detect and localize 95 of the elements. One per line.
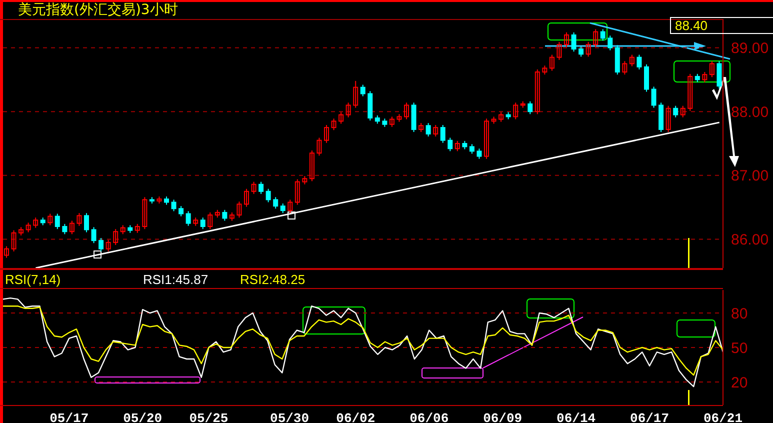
candlestick [331,118,336,131]
candlestick [200,217,206,230]
x-tick-label: 05/25 [189,411,228,423]
candlestick [709,60,714,78]
candlestick [389,116,394,128]
candlestick [448,137,453,152]
y-tick-label: 86.00 [731,232,769,249]
line-series [2,306,724,376]
candlestick [222,209,228,222]
y-tick-label: 89.00 [731,40,769,58]
candlestick [608,35,613,51]
text: RSI2:48.25 [240,272,306,287]
x-tick-label: 06/17 [630,411,670,423]
candlestick [106,239,111,252]
candlestick [171,199,176,212]
candlestick [113,228,118,246]
y-tick-label: 87.00 [731,168,769,185]
candlestick [280,203,286,214]
candlestick [571,32,576,52]
candlestick [48,213,53,226]
candlestick [433,124,438,137]
candlestick [26,222,31,233]
x-tick-label: 05/20 [123,411,162,423]
candlestick [586,41,591,58]
candlestick [33,217,38,228]
candlestick [564,32,569,48]
candlestick [91,226,96,244]
candlestick [360,84,366,97]
candlestick [273,196,278,210]
candlestick [266,188,271,203]
y-tick-label: 80 [731,305,748,322]
x-tick-label: 06/14 [556,411,596,423]
candlestick [208,212,213,230]
candlestick [251,181,256,194]
candlestick [11,230,16,252]
candlestick [346,102,351,118]
candlestick [454,140,460,152]
candlestick [484,118,489,160]
candlestick [353,80,358,108]
candlestick [556,41,562,60]
candlestick [644,64,649,92]
x-tick-label: 05/17 [50,411,89,423]
x-tick-label: 06/06 [410,411,449,423]
candlestick [498,112,504,122]
candlestick [76,212,82,226]
y-tick-label: 20 [731,374,748,392]
candlestick [528,100,533,115]
candlestick [476,148,482,160]
x-tick-label: 06/02 [336,411,376,423]
candlestick [142,196,148,230]
candlestick [324,124,329,144]
candlestick [600,28,606,42]
candlestick [636,54,642,70]
x-tick-label: 06/21 [703,411,743,423]
y-tick-label: 88.00 [731,104,769,121]
candlestick [178,206,184,217]
x-tick-label: 06/09 [483,411,522,423]
candlestick [702,71,708,83]
candlestick [316,137,322,156]
series-label: RSI1:45.87 [143,272,208,287]
candlestick [688,73,693,112]
x-tick-label: 05/30 [270,411,310,423]
chart-title: RSI(7,14) [5,272,61,287]
line-series [2,297,724,388]
candlestick [244,188,249,208]
candlestick [426,122,431,137]
candlestick [578,46,584,58]
candlestick [666,105,671,133]
candlestick [294,178,300,206]
candlestick [622,60,628,76]
candlestick [84,212,89,233]
candlestick [98,237,104,252]
candlestick [69,220,74,235]
candlestick [651,86,656,108]
candlestick [338,112,344,124]
candlestick [673,105,678,118]
candlestick [629,54,634,67]
candlestick [469,144,474,154]
candlestick [62,223,68,235]
candlestick [440,124,446,144]
y-tick-label: 50 [731,340,748,357]
chart-title: 美元指数(外汇交易)3小时 [18,1,178,19]
candlestick [716,60,722,90]
candlestick [236,201,242,218]
candlestick [404,102,409,120]
candlestick [186,210,191,226]
candlestick [513,102,518,120]
candlestick [54,213,60,230]
candlestick [593,28,598,48]
candlestick [680,105,686,118]
candlestick [309,150,314,182]
candlestick [549,54,554,72]
candlestick [534,68,540,115]
candlestick [258,181,264,194]
annotation: 88.40 [670,17,773,34]
